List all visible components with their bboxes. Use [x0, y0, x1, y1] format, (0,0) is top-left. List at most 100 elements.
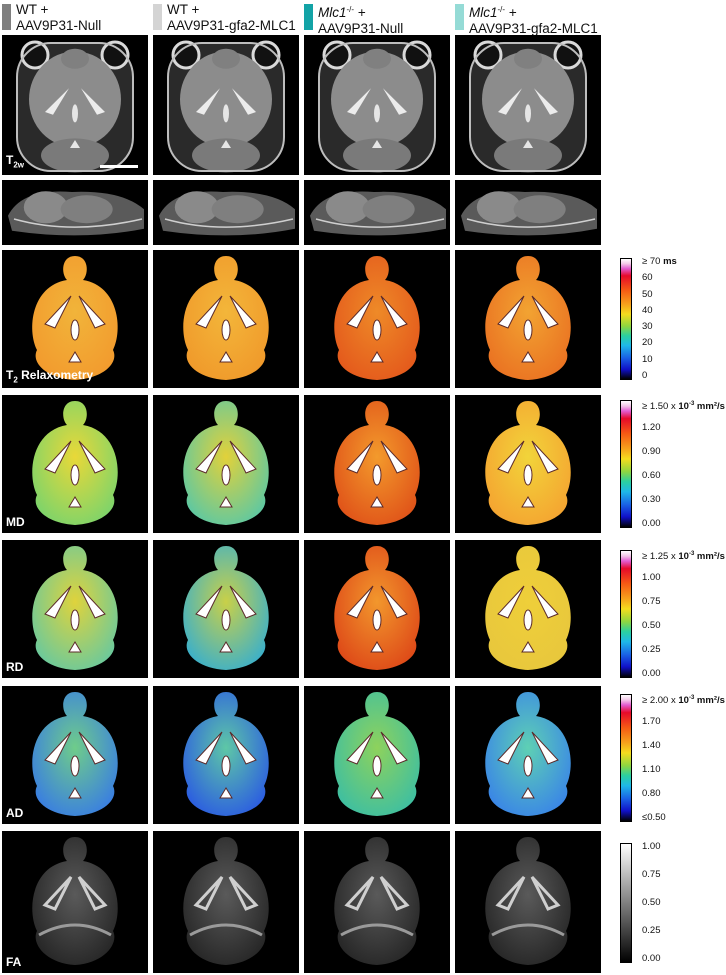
colorbar-tick-label: 0.30: [642, 495, 661, 505]
tick-value: 0.00: [642, 668, 661, 679]
panel-image: [485, 401, 571, 525]
image-panel: [455, 180, 601, 245]
unit-name: mm²/s: [694, 695, 725, 706]
colorbar-tick-label: 0.75: [642, 870, 661, 880]
panel-image: [318, 40, 436, 173]
colorbar-tick-label: 0.50: [642, 898, 661, 908]
column-header: WT + AAV9P31-gfa2-MLC1: [153, 2, 299, 34]
panel-image: [461, 191, 597, 236]
colorbar-tick-label: 1.10: [642, 765, 661, 775]
colorbar-tick-label: ≥ 1.50 x 10-3 mm²/s: [642, 399, 725, 412]
tick-value: 0.60: [642, 470, 661, 481]
column-title-line1: Mlc1-/- +: [469, 2, 598, 21]
panel-image: [334, 692, 420, 816]
panel-image: [485, 256, 571, 380]
unit-exponent: -3: [688, 401, 695, 407]
tick-value: 0.30: [642, 494, 661, 505]
row-label: T2 Relaxometry: [6, 368, 93, 384]
panel-image: [8, 191, 144, 236]
colorbar-tick-label: 40: [642, 305, 653, 316]
parametric-map-brain: [485, 256, 571, 380]
colorbar-gradient: [620, 843, 632, 963]
column-title-line2: AAV9P31-Null: [16, 18, 102, 33]
image-panel: [455, 831, 601, 973]
column-title: WT + AAV9P31-Null: [16, 2, 101, 34]
image-panel: [304, 250, 450, 388]
colorbar-md: ≥ 1.50 x 10-3 mm²/s 1.20 0.90 0.60 0.30 0.00: [620, 399, 725, 529]
parametric-map-brain: [32, 256, 118, 380]
tick-value: 1.70: [642, 716, 661, 727]
column-title-line1: WT +: [16, 2, 101, 18]
parametric-map-brain: [334, 401, 420, 525]
panel-image: [310, 191, 446, 236]
colorbar-tick-label: 0.90: [642, 447, 661, 457]
row-label-main: RD: [6, 660, 24, 674]
unit-bold: 10: [678, 551, 689, 562]
column-title-line2: AAV9P31-gfa2-MLC1: [469, 21, 598, 36]
image-panel: [455, 35, 601, 175]
image-panel: [304, 831, 450, 973]
panel-image: [183, 546, 269, 670]
tick-value: 1.00: [642, 572, 661, 583]
column-title: Mlc1-/- + AAV9P31-Null: [318, 2, 403, 37]
colorbar-tick-label: 0: [642, 371, 647, 381]
parametric-map-brain: [485, 546, 571, 670]
tick-value: 0.75: [642, 596, 661, 607]
row-label-subscript: 2: [13, 375, 18, 384]
row-label-main: AD: [6, 806, 24, 820]
row-label-main: MD: [6, 515, 25, 529]
colorbar-t2: ≥ 70 ms 60 50 40 30 20 10 0: [620, 257, 724, 381]
tick-value: 20: [642, 337, 653, 349]
tick-value: 0.50: [642, 620, 661, 631]
row-label: RD: [6, 660, 23, 674]
tick-value: ≥ 70: [642, 256, 661, 267]
row-label-suffix: Relaxometry: [17, 367, 94, 382]
parametric-map-brain: [183, 401, 269, 525]
unit-bold: ms: [663, 256, 677, 267]
genotype-superscript: -/-: [346, 5, 355, 14]
colorbar-tick-label: 1.00: [642, 842, 661, 852]
panel-image: [334, 837, 420, 965]
column-title-prefix: +: [505, 5, 517, 20]
row-label: T2w: [6, 153, 24, 169]
panel-image: [32, 692, 118, 816]
parametric-map-brain: [334, 692, 420, 816]
image-panel: T2w: [2, 35, 148, 175]
image-panel: [153, 540, 299, 678]
panel-image: [16, 40, 134, 173]
colorbar-tick-label: 0.25: [642, 645, 661, 655]
group-color-swatch: [304, 4, 313, 30]
panel-image: [32, 546, 118, 670]
image-panel: [304, 180, 450, 245]
colorbar-tick-label: ≥ 70 ms: [642, 257, 677, 267]
colorbar-tick-label: 60: [642, 273, 653, 283]
panel-image: [334, 401, 420, 525]
image-panel: [455, 250, 601, 388]
image-panel: [153, 686, 299, 824]
column-header: WT + AAV9P31-Null: [2, 2, 148, 34]
tick-value: ≥ 1.25: [642, 551, 669, 562]
colorbar-tick-label: 1.40: [642, 741, 661, 751]
row-label-main: T: [6, 152, 14, 167]
colorbar-tick-label: 30: [642, 322, 653, 332]
unit-name: mm²/s: [694, 401, 725, 412]
panel-image: [334, 256, 420, 380]
genotype-superscript: -/-: [497, 5, 506, 14]
image-panel: [153, 180, 299, 245]
tick-value: 0.50: [642, 897, 661, 908]
column-header: Mlc1-/- + AAV9P31-Null: [304, 2, 450, 37]
column-title-prefix: WT +: [167, 2, 200, 17]
colorbar-tick-label: 50: [642, 289, 653, 300]
unit-multiplier: x: [670, 401, 679, 412]
image-panel: [153, 250, 299, 388]
axial-mri-brain: [318, 40, 436, 173]
colorbar-tick-label: ≥ 1.25 x 10-3 mm²/s: [642, 549, 725, 562]
colorbar-tick-label: 0.60: [642, 471, 661, 481]
unit-bold: 10: [678, 401, 689, 412]
colorbar-tick-label: 0.00: [642, 954, 661, 964]
tick-value: 60: [642, 272, 653, 284]
colorbar-gradient: [620, 694, 632, 822]
row-label-main: FA: [6, 955, 22, 969]
column-title: Mlc1-/- + AAV9P31-gfa2-MLC1: [469, 2, 598, 37]
panel-image: [159, 191, 295, 236]
